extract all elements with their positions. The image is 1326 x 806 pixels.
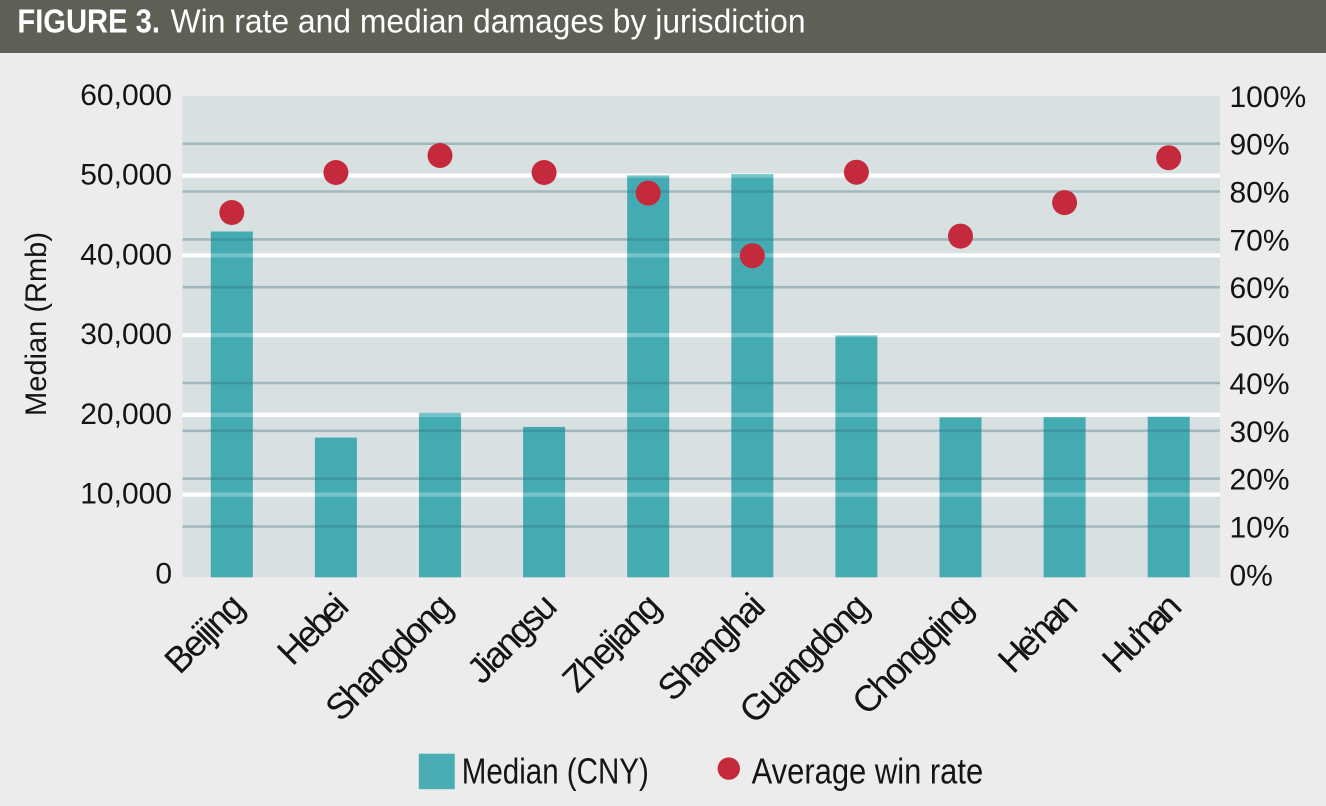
- svg-text:90%: 90%: [1230, 129, 1290, 162]
- svg-text:100%: 100%: [1230, 81, 1307, 114]
- svg-text:20,000: 20,000: [80, 398, 172, 431]
- svg-text:50,000: 50,000: [80, 159, 172, 192]
- svg-text:30%: 30%: [1230, 416, 1290, 449]
- svg-text:40%: 40%: [1230, 368, 1290, 401]
- svg-text:Median (Rmb): Median (Rmb): [20, 232, 53, 416]
- svg-text:Median (CNY): Median (CNY): [462, 751, 649, 792]
- svg-text:80%: 80%: [1230, 177, 1290, 210]
- svg-text:Average win rate: Average win rate: [752, 751, 984, 792]
- svg-text:40,000: 40,000: [80, 238, 172, 271]
- svg-text:FIGURE 3.: FIGURE 3.: [17, 3, 160, 40]
- svg-text:60%: 60%: [1230, 272, 1290, 305]
- svg-text:30,000: 30,000: [80, 318, 172, 351]
- svg-text:70%: 70%: [1230, 224, 1290, 257]
- svg-text:50%: 50%: [1230, 320, 1290, 353]
- svg-text:0: 0: [155, 557, 172, 590]
- svg-text:60,000: 60,000: [80, 79, 172, 112]
- svg-text:0%: 0%: [1230, 559, 1273, 592]
- svg-text:Win rate and median damages by: Win rate and median damages by jurisdict…: [171, 3, 806, 40]
- svg-text:20%: 20%: [1230, 464, 1290, 497]
- svg-text:10%: 10%: [1230, 512, 1290, 545]
- svg-text:10,000: 10,000: [80, 478, 172, 511]
